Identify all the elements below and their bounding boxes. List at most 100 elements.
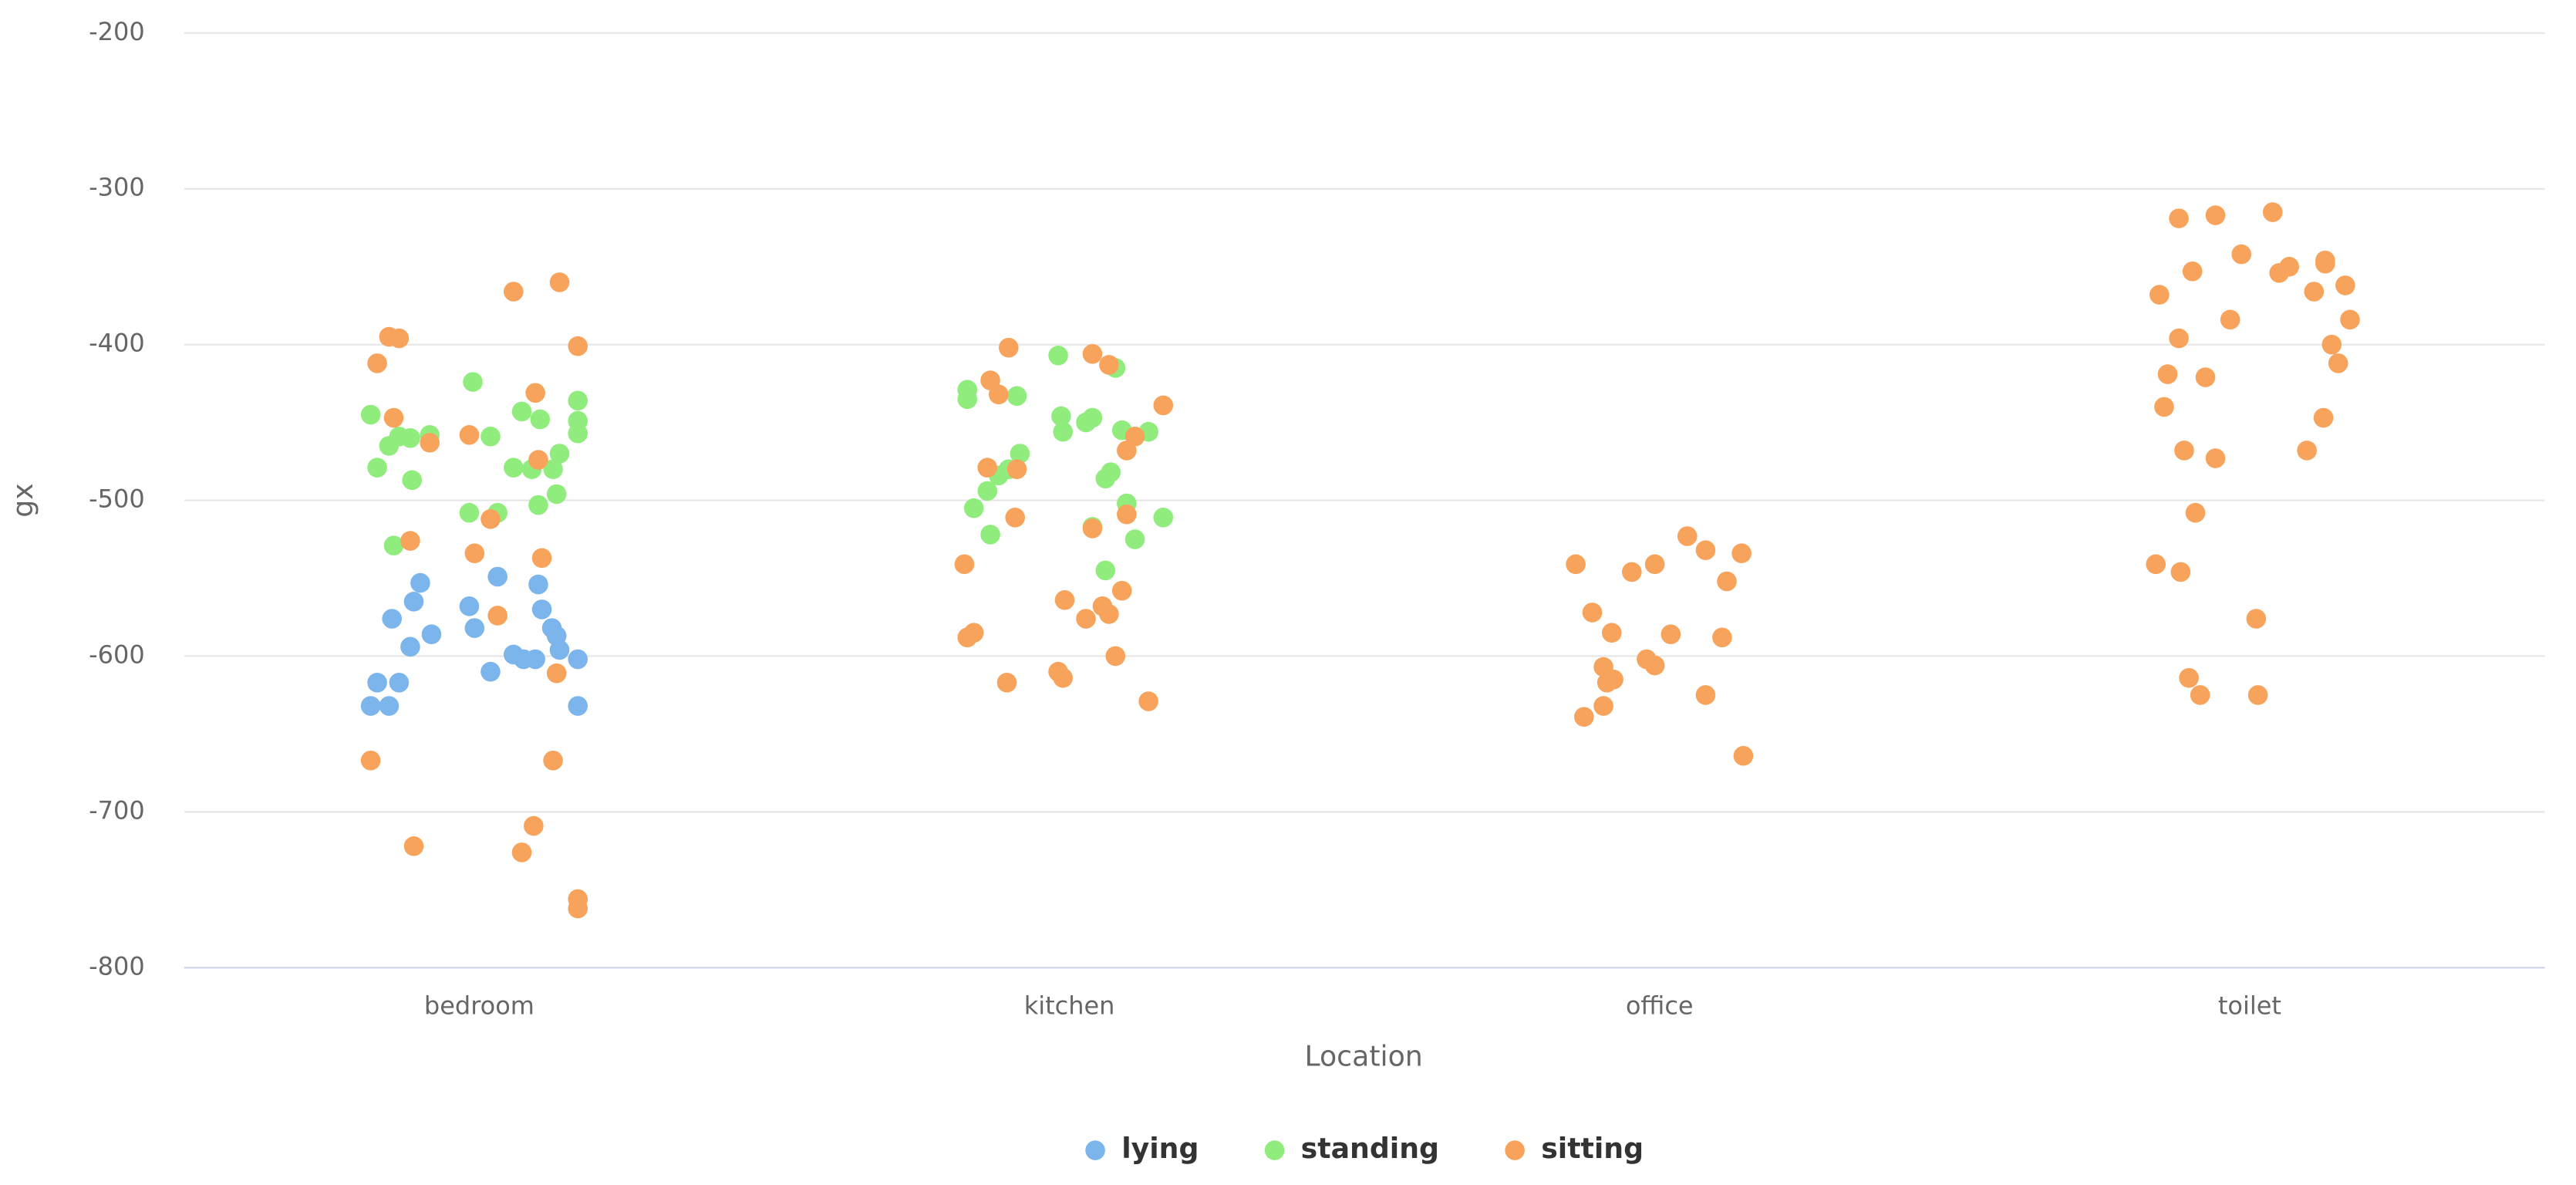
point xyxy=(528,495,548,515)
point xyxy=(1574,707,1594,728)
legend-marker xyxy=(1264,1140,1285,1160)
point xyxy=(2297,441,2317,461)
point xyxy=(543,459,563,479)
point xyxy=(1153,395,1174,416)
point xyxy=(2321,334,2342,355)
point xyxy=(2231,244,2251,265)
point xyxy=(504,457,524,478)
point xyxy=(2179,667,2199,688)
point xyxy=(504,282,524,302)
point xyxy=(383,407,404,428)
point xyxy=(2328,353,2348,373)
point xyxy=(2169,328,2189,349)
point xyxy=(1695,540,1716,560)
point xyxy=(1111,580,1132,601)
point xyxy=(1054,589,1075,610)
y-tick-label: -800 xyxy=(89,951,145,981)
point xyxy=(546,484,567,505)
point xyxy=(1566,554,1586,575)
point xyxy=(2146,554,2166,575)
point xyxy=(1603,669,1623,690)
point xyxy=(459,424,480,445)
point xyxy=(546,663,567,684)
point xyxy=(2149,285,2170,305)
point xyxy=(977,481,998,501)
point xyxy=(1048,345,1068,366)
point xyxy=(2246,609,2267,629)
point xyxy=(1661,624,1681,644)
point xyxy=(367,457,387,478)
y-tick-label: -300 xyxy=(89,173,145,202)
point xyxy=(459,596,480,616)
point xyxy=(1005,507,1026,528)
point xyxy=(464,618,485,638)
point xyxy=(2313,407,2334,428)
point xyxy=(1099,604,1119,624)
point xyxy=(1124,529,1145,549)
point xyxy=(996,672,1017,693)
point xyxy=(1582,603,1603,623)
y-tick-label: -500 xyxy=(89,484,145,514)
point xyxy=(2220,309,2241,330)
point xyxy=(2205,205,2226,225)
point xyxy=(379,696,400,716)
point xyxy=(1733,745,1754,766)
point xyxy=(2154,397,2174,417)
point xyxy=(1010,444,1030,464)
y-tick-label: -700 xyxy=(89,795,145,825)
point xyxy=(954,554,975,575)
point xyxy=(1153,507,1174,528)
point xyxy=(568,336,588,356)
point xyxy=(1695,685,1716,705)
point xyxy=(568,423,588,444)
point xyxy=(480,661,501,682)
point xyxy=(549,272,570,292)
point xyxy=(487,606,507,626)
point xyxy=(1082,407,1103,428)
point xyxy=(568,898,588,919)
legend-label: lying xyxy=(1121,1132,1199,1165)
point xyxy=(403,836,424,856)
point xyxy=(568,390,588,411)
point xyxy=(367,672,387,693)
legend-label: sitting xyxy=(1541,1132,1644,1165)
point xyxy=(1124,426,1145,447)
point xyxy=(2190,685,2210,705)
point xyxy=(524,815,544,836)
point xyxy=(360,404,381,425)
point xyxy=(480,508,501,529)
point xyxy=(1082,518,1103,538)
point xyxy=(998,337,1019,358)
point xyxy=(402,470,423,491)
point xyxy=(549,444,570,464)
point xyxy=(531,599,552,620)
point xyxy=(2205,448,2226,468)
point xyxy=(530,409,551,430)
point xyxy=(525,649,545,670)
legend-label: standing xyxy=(1301,1132,1439,1165)
point xyxy=(1101,462,1121,483)
point xyxy=(420,433,440,453)
point xyxy=(1593,696,1613,716)
x-tick-label: toilet xyxy=(2218,991,2281,1020)
point xyxy=(2185,502,2206,523)
point xyxy=(1138,691,1158,711)
point xyxy=(1731,543,1752,564)
point xyxy=(568,649,588,670)
point xyxy=(2195,367,2216,387)
legend-marker xyxy=(1085,1140,1105,1160)
point xyxy=(2170,562,2191,582)
point xyxy=(410,572,430,593)
point xyxy=(403,592,424,612)
point xyxy=(464,543,485,564)
point xyxy=(2335,275,2355,295)
point xyxy=(1117,504,1137,525)
x-tick-label: office xyxy=(1626,991,1694,1020)
point xyxy=(2247,685,2268,705)
point xyxy=(389,672,410,693)
point xyxy=(2157,364,2178,384)
point xyxy=(463,372,483,392)
y-tick-label: -400 xyxy=(89,329,145,358)
point xyxy=(389,328,410,349)
